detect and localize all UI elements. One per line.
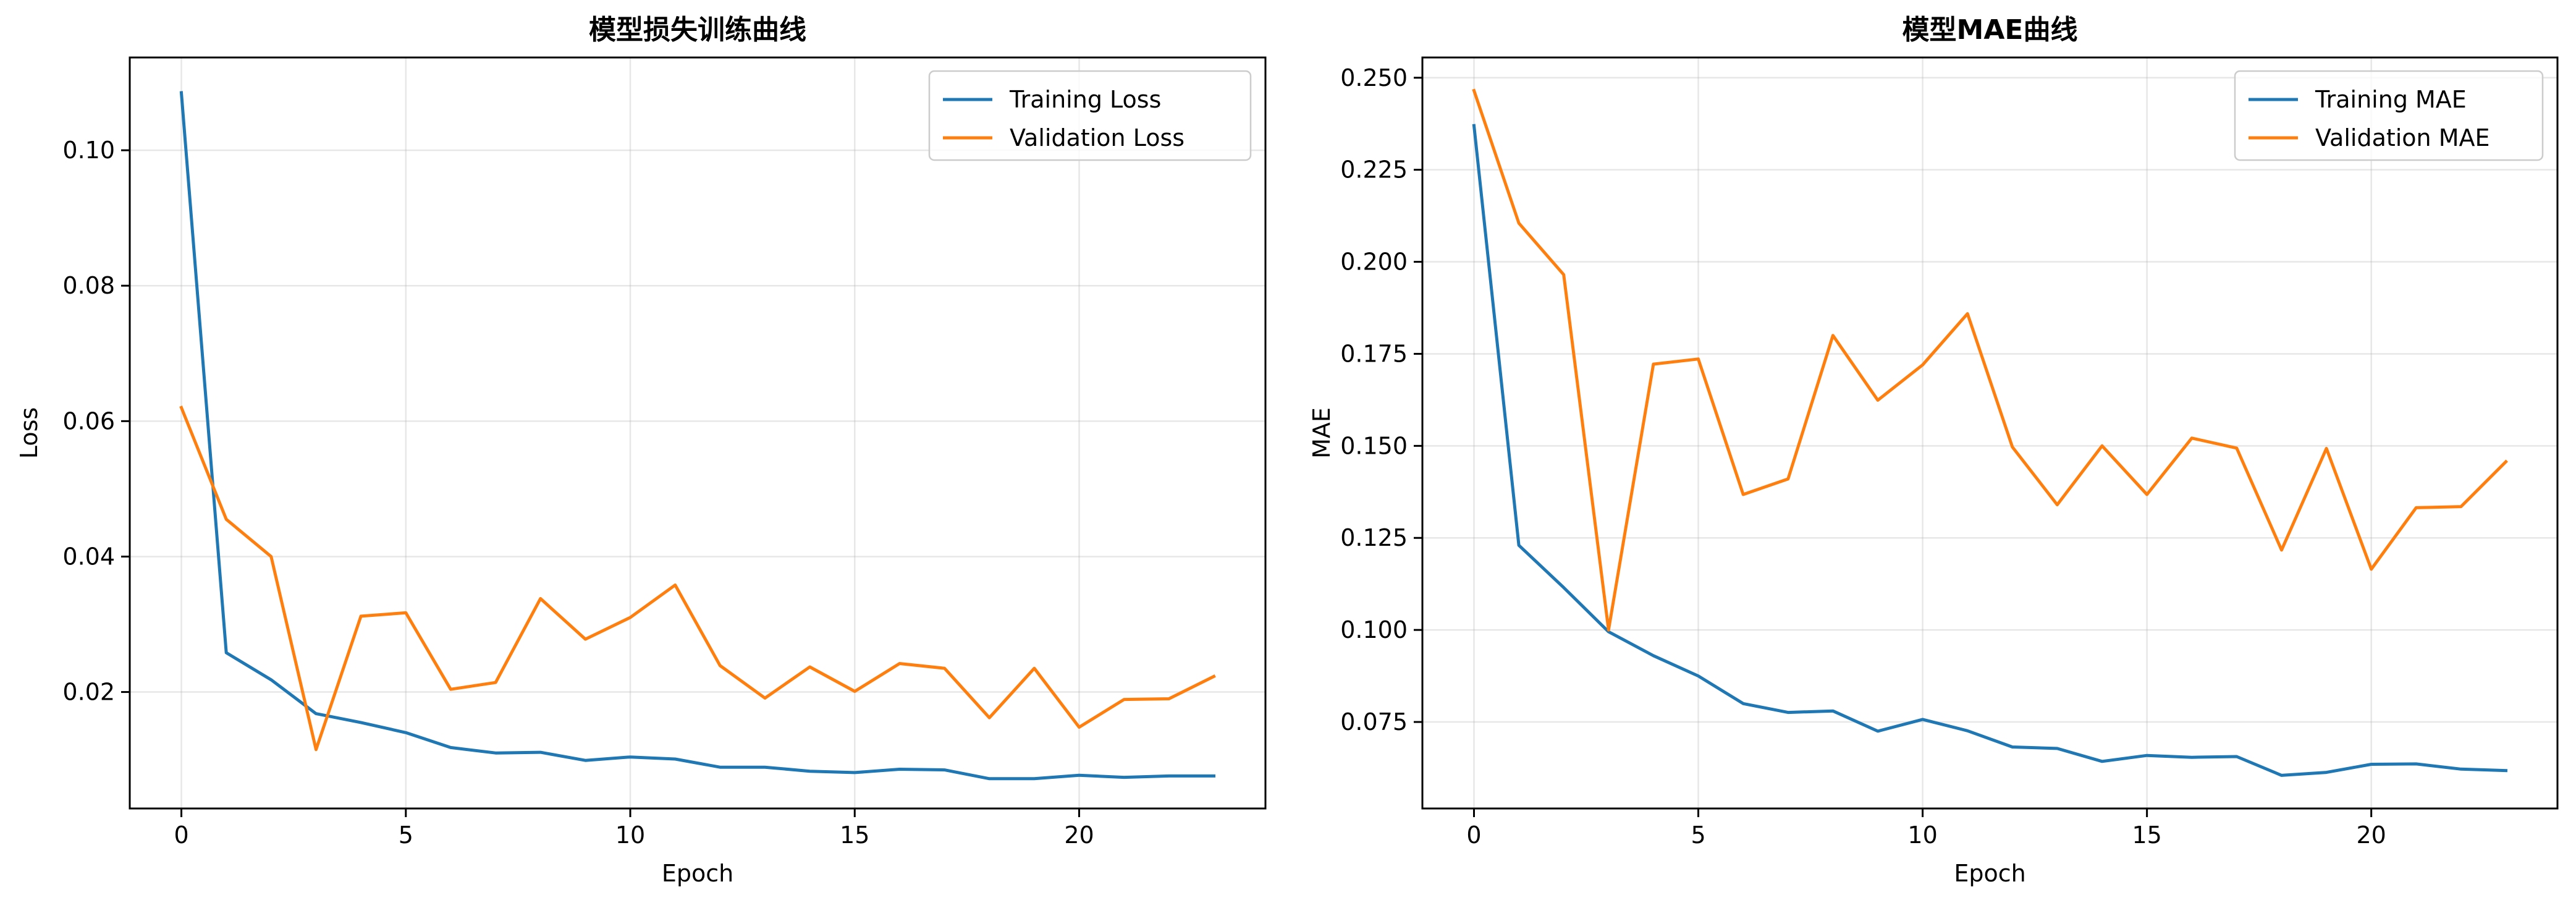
loss-x-axis-label: Epoch	[662, 860, 733, 887]
series-line-training-mae	[1472, 124, 2508, 777]
y-tick-label: 0.10	[62, 137, 115, 164]
mae-chart: 0 5 10 15 20 0.075 0.100 0.125 0.150 0.175 0.200 0.…	[1308, 14, 2559, 887]
y-tick-label: 0.225	[1340, 156, 1408, 184]
y-tick-label: 0.02	[62, 679, 115, 706]
y-tick-label: 0.200	[1340, 248, 1408, 276]
y-tick-label: 0.04	[62, 543, 115, 570]
mae-grid	[1422, 57, 2557, 808]
loss-plot-frame	[129, 56, 1267, 810]
series-line-training-loss	[179, 91, 1215, 781]
x-tick-label: 0	[1466, 821, 1481, 849]
y-tick-label: 0.250	[1340, 64, 1408, 91]
loss-y-axis-label: Loss	[15, 407, 43, 459]
mae-x-axis-label: Epoch	[1954, 860, 2025, 887]
loss-ticks: 0 5 10 15 20 0.02 0.04 0.06 0.08 0.10	[62, 137, 1094, 849]
mae-ticks: 0 5 10 15 20 0.075 0.100 0.125 0.150 0.175 0.200 0.…	[1340, 64, 2386, 849]
x-tick-label: 5	[399, 821, 413, 849]
x-tick-label: 20	[2356, 821, 2386, 849]
y-tick-label: 0.150	[1340, 432, 1408, 459]
y-tick-label: 0.06	[62, 407, 115, 435]
x-tick-label: 20	[1064, 821, 1094, 849]
mae-legend-box	[2234, 70, 2544, 161]
x-tick-label: 5	[1691, 821, 1705, 849]
loss-series-layer	[179, 91, 1216, 781]
legend-label-validation-loss: Validation Loss	[1010, 124, 1185, 151]
y-tick-label: 0.100	[1340, 616, 1408, 643]
y-tick-label: 0.175	[1340, 340, 1408, 367]
loss-chart: 0 5 10 15 20 0.02 0.04 0.06 0.08 0.10 模型损失训练曲线 Ep…	[15, 14, 1267, 887]
loss-legend: Training Loss Validation Loss	[928, 70, 1252, 161]
series-line-validation-mae	[1472, 88, 2509, 632]
x-tick-label: 15	[840, 821, 869, 849]
x-tick-label: 10	[1907, 821, 1937, 849]
mae-y-axis-label: MAE	[1308, 407, 1335, 459]
mae-plot-frame	[1421, 56, 2559, 810]
y-tick-label: 0.125	[1340, 524, 1408, 551]
loss-chart-title: 模型损失训练曲线	[589, 14, 806, 46]
y-tick-label: 0.08	[62, 272, 115, 299]
legend-label-validation-mae: Validation MAE	[2315, 124, 2490, 151]
y-tick-label: 0.075	[1340, 708, 1408, 736]
mae-legend: Training MAE Validation MAE	[2234, 70, 2544, 161]
legend-label-training-loss: Training Loss	[1009, 86, 1161, 113]
legend-label-training-mae: Training MAE	[2315, 86, 2467, 113]
mae-series-layer	[1472, 88, 2509, 777]
x-tick-label: 10	[615, 821, 645, 849]
loss-legend-box	[928, 70, 1252, 161]
mae-chart-title: 模型MAE曲线	[1902, 14, 2078, 46]
x-tick-label: 0	[174, 821, 188, 849]
x-tick-label: 15	[2132, 821, 2161, 849]
series-line-validation-loss	[179, 405, 1216, 752]
